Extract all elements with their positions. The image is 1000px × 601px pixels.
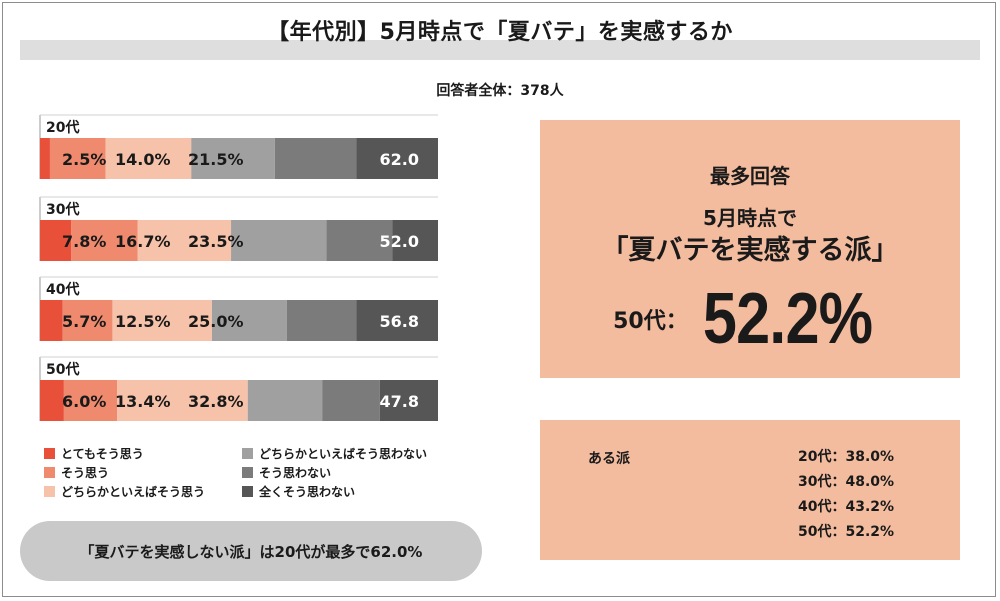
bar-segment	[63, 380, 118, 421]
bar-segment	[112, 300, 212, 341]
stacked-bar-chart: 20代 2.5% 14.0% 21.5% 62.0 30代 7.8% 16.7% 23.5% 52…	[39, 114, 438, 421]
bar-segment	[286, 300, 357, 341]
category-label: 20代	[46, 119, 79, 136]
bar-segment	[247, 380, 323, 421]
data-label: 14.0%	[115, 150, 171, 169]
legend-label: そう思わない	[259, 466, 332, 480]
legend-item: そう思わない	[242, 464, 331, 481]
summary-pill-text: 「夏バテを実感しない派」は20代が最多で62.0%	[79, 542, 423, 561]
respondent-count: 回答者全体：378人	[436, 83, 564, 99]
aru-ha-row: 20代：38.0%	[798, 449, 895, 465]
bar-segment	[211, 300, 287, 341]
legend-item: そう思う	[44, 464, 109, 481]
legend-label: どちらかといえばそう思う	[61, 485, 206, 499]
max-answer-line2: 「夏バテを実感する派」	[601, 235, 899, 266]
bar-segment	[71, 220, 138, 261]
aru-ha-row: 40代：43.2%	[798, 499, 895, 515]
aru-ha-row: 50代：52.2%	[798, 524, 895, 540]
title-underline-bar	[20, 40, 980, 60]
legend-swatch	[44, 486, 55, 497]
category-label: 50代	[46, 361, 79, 378]
data-label: 7.8%	[62, 232, 106, 251]
data-label: 25.0%	[188, 312, 244, 331]
bar-segment	[379, 380, 438, 421]
chart-title: 【年代別】5月時点で「夏バテ」を実感するか	[267, 20, 733, 45]
bar-segment	[117, 380, 248, 421]
bar-segment	[40, 380, 64, 421]
data-label: 12.5%	[115, 312, 171, 331]
nai-total-label: 62.0	[380, 150, 419, 169]
legend-item: とてもそう思う	[44, 445, 144, 462]
legend-label: とてもそう思う	[61, 447, 144, 461]
legend-label: そう思う	[61, 466, 110, 480]
data-label: 2.5%	[62, 150, 106, 169]
data-label: 21.5%	[188, 150, 244, 169]
max-answer-heading: 最多回答	[710, 164, 790, 188]
data-label: 5.7%	[62, 312, 106, 331]
legend-item: 全くそう思わない	[242, 483, 355, 500]
legend-swatch	[44, 448, 55, 459]
nai-total-label: 52.0	[380, 232, 419, 251]
bar-segment	[356, 300, 438, 341]
nai-total-label: 47.8	[380, 392, 419, 411]
bar-segment	[40, 300, 63, 341]
bar-segment	[49, 138, 106, 179]
legend-item: どちらかといえばそう思わない	[242, 445, 427, 462]
category-label: 30代	[46, 201, 79, 218]
max-answer-percent: 50代： 52.2%	[540, 278, 960, 360]
legend-swatch	[242, 486, 253, 497]
nai-total-label: 56.8	[380, 312, 419, 331]
summary-pill: 「夏バテを実感しない派」は20代が最多で62.0%	[20, 521, 482, 581]
bar-segment	[137, 220, 232, 261]
legend-swatch	[44, 467, 55, 478]
legend-label: 全くそう思わない	[259, 485, 356, 499]
bar-segment	[62, 300, 113, 341]
bar-segment	[40, 138, 50, 179]
aru-ha-label: ある派	[588, 451, 630, 467]
legend-item: どちらかといえばそう思う	[44, 483, 205, 500]
data-label: 23.5%	[188, 232, 244, 251]
data-label: 6.0%	[62, 392, 106, 411]
legend-swatch	[242, 448, 253, 459]
category-label: 40代	[46, 281, 79, 298]
bar-segment	[191, 138, 275, 179]
data-label: 13.4%	[115, 392, 171, 411]
bar-segment	[231, 220, 327, 261]
bar-segment	[322, 380, 380, 421]
bar-segment	[356, 138, 438, 179]
max-answer-box: 最多回答 5月時点で 「夏バテを実感する派」 50代： 52.2%	[540, 120, 960, 378]
legend-label: どちらかといえばそう思わない	[259, 447, 428, 461]
legend-swatch	[242, 467, 253, 478]
aru-ha-row: 30代：48.0%	[798, 474, 895, 490]
bar-segment	[105, 138, 192, 179]
data-label: 16.7%	[115, 232, 171, 251]
bar-segment	[40, 220, 72, 261]
data-label: 32.8%	[188, 392, 244, 411]
max-answer-line1: 5月時点で	[703, 206, 797, 230]
max-answer-prefix: 50代：	[613, 309, 688, 334]
max-answer-value: 52.2%	[702, 279, 873, 359]
aru-ha-box: ある派 20代：38.0% 30代：48.0% 40代：43.2% 50代：52…	[540, 420, 960, 560]
bar-segment	[274, 138, 357, 179]
bar-segment	[326, 220, 393, 261]
bar-segment	[392, 220, 438, 261]
